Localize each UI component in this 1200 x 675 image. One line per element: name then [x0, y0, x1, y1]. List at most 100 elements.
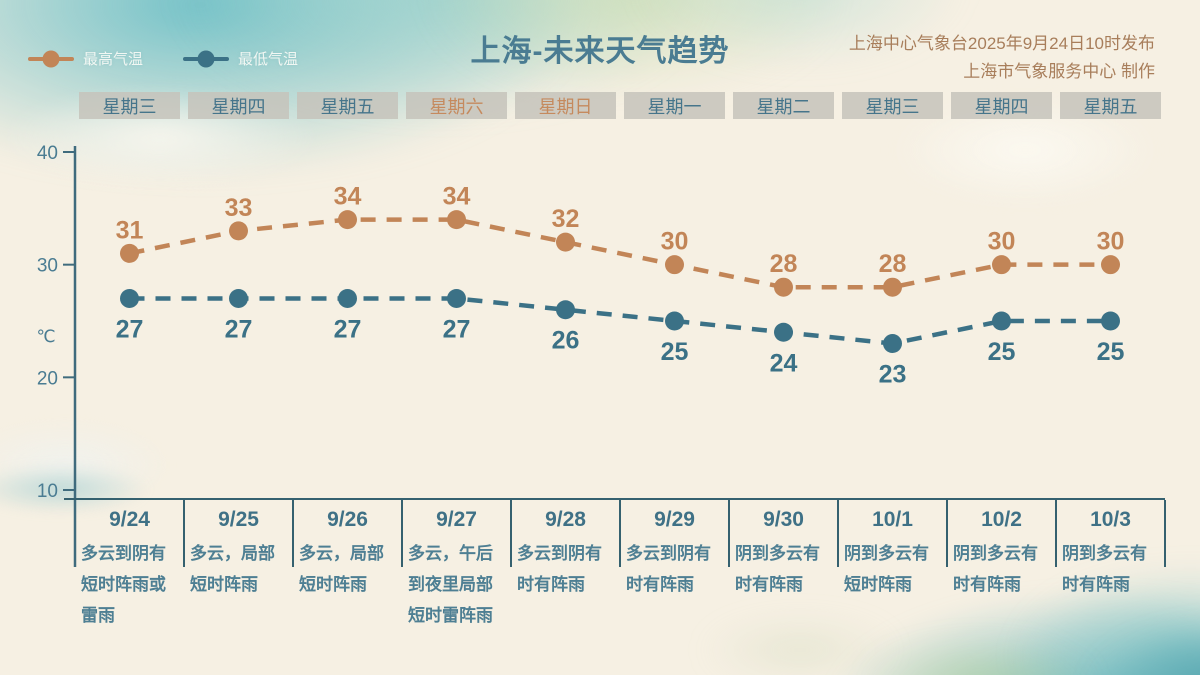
y-axis-tick-label: 40 — [37, 143, 58, 164]
weekday-header-星期三: 星期三 — [79, 92, 180, 119]
y-axis-tick-label: 10 — [37, 481, 58, 502]
data-point-value-label: 26 — [552, 327, 580, 355]
data-point-value-label: 30 — [1097, 228, 1125, 256]
forecast-text-line: 阴到多云有 — [953, 544, 1038, 563]
date-label: 9/27 — [436, 508, 477, 531]
forecast-text-line: 多云，局部 — [190, 544, 275, 563]
data-point-value-label: 28 — [770, 250, 798, 278]
data-point-value-label: 25 — [988, 338, 1016, 366]
data-point-marker — [120, 288, 139, 308]
day-column-10/1: 10/1 阴到多云有短时阵雨 — [839, 500, 946, 672]
forecast-text-line: 阴到多云有 — [735, 544, 820, 563]
weekday-header-星期五: 星期五 — [1060, 92, 1161, 119]
date-label: 9/25 — [218, 508, 259, 531]
date-label: 9/29 — [654, 508, 695, 531]
forecast-text-line: 多云到阴有 — [81, 544, 166, 563]
publisher-producer-line: 上海市气象服务中心 制作 — [963, 62, 1155, 81]
data-point-marker — [774, 322, 793, 342]
forecast-text-line: 短时阵雨 — [299, 575, 367, 594]
forecast-text-line: 多云，午后 — [408, 544, 493, 563]
day-column-9/25: 9/25 多云，局部短时阵雨 — [185, 500, 292, 672]
forecast-text-line: 时有阵雨 — [953, 575, 1021, 594]
low-temp-line-icon — [183, 50, 230, 67]
page-title: 上海-未来天气趋势 — [470, 35, 730, 68]
data-point-marker — [447, 288, 466, 308]
weekday-header-星期四: 星期四 — [951, 92, 1052, 119]
legend-label-high-temp: 最高气温 — [83, 51, 144, 68]
data-point-value-label: 24 — [770, 349, 798, 377]
forecast-text-line: 多云到阴有 — [626, 544, 711, 563]
trend-line — [129, 296, 1111, 346]
weekday-header-星期二: 星期二 — [733, 92, 834, 119]
data-point-value-label: 25 — [661, 338, 689, 366]
forecast-text-line: 时有阵雨 — [1062, 575, 1130, 594]
trend-line — [129, 217, 1111, 290]
legend-item-high-temp: 最高气温 — [28, 48, 143, 69]
weekday-header-星期六: 星期六 — [406, 92, 507, 119]
data-point-marker — [556, 300, 575, 320]
data-point-marker — [883, 277, 902, 297]
forecast-table-grid — [64, 498, 1166, 567]
y-axis-tick-label: 20 — [37, 368, 58, 389]
date-label: 9/30 — [763, 508, 804, 531]
data-point-marker — [229, 221, 248, 241]
data-point-marker — [556, 232, 575, 252]
data-point-value-label: 23 — [879, 361, 907, 389]
data-point-value-label: 27 — [334, 315, 362, 343]
series-high-temp: 31 33 34 34 32 30 28 28 30 30 — [116, 183, 1125, 297]
data-point-value-label: 31 — [116, 216, 144, 244]
high-temp-dot-icon — [42, 50, 60, 67]
date-label: 9/24 — [109, 508, 150, 531]
publisher-release-line: 上海中心气象台2025年9月24日10时发布 — [848, 34, 1155, 53]
data-point-value-label: 33 — [225, 194, 253, 222]
date-label: 10/1 — [872, 508, 913, 531]
weekday-header-星期日: 星期日 — [515, 92, 616, 119]
date-label: 10/3 — [1090, 508, 1131, 531]
weekday-header-星期三: 星期三 — [842, 92, 943, 119]
date-label: 9/26 — [327, 508, 368, 531]
day-column-9/27: 9/27 多云，午后 到夜里局部 短时雷阵雨 — [403, 500, 510, 672]
weekday-header-星期一: 星期一 — [624, 92, 725, 119]
data-point-marker — [447, 210, 466, 230]
day-column-9/29: 9/29 多云到阴有时有阵雨 — [621, 500, 728, 672]
data-point-value-label: 34 — [334, 183, 362, 211]
data-point-value-label: 27 — [116, 315, 144, 343]
data-point-marker — [229, 288, 248, 308]
data-point-marker — [992, 311, 1011, 331]
forecast-text-line: 短时阵雨 — [190, 575, 258, 594]
data-point-value-label: 30 — [988, 228, 1016, 256]
forecast-text-line: 时有阵雨 — [626, 575, 694, 594]
data-point-marker — [120, 243, 139, 263]
forecast-text-line: 阴到多云有 — [844, 544, 929, 563]
publisher-info: 上海中心气象台2025年9月24日10时发布 上海市气象服务中心 制作 — [849, 30, 1155, 86]
data-point-marker — [1101, 255, 1120, 275]
data-point-marker — [338, 210, 357, 230]
day-column-10/3: 10/3 阴到多云有时有阵雨 — [1057, 500, 1164, 672]
forecast-text-line: 短时雷阵雨 — [408, 606, 493, 625]
forecast-text-line: 多云，局部 — [299, 544, 384, 563]
y-axis: 40 30 20 10 ℃ — [36, 143, 77, 567]
data-point-marker — [883, 334, 902, 354]
weekday-header-星期四: 星期四 — [188, 92, 289, 119]
data-point-marker — [774, 277, 793, 297]
forecast-text-line: 阴到多云有 — [1062, 544, 1147, 563]
day-column-9/24: 9/24 多云到阴有 短时阵雨或 雷雨 — [76, 500, 183, 672]
series-low-temp: 27 27 27 27 26 25 24 23 25 25 — [116, 288, 1124, 389]
forecast-text-line: 时有阵雨 — [735, 575, 803, 594]
high-temp-line-icon — [28, 50, 74, 67]
data-point-marker — [665, 255, 684, 275]
data-point-value-label: 34 — [443, 183, 471, 211]
data-point-value-label: 27 — [225, 315, 253, 343]
low-temp-dot-icon — [197, 50, 215, 67]
day-column-10/2: 10/2 阴到多云有 时有阵雨 — [948, 500, 1055, 672]
data-point-marker — [665, 311, 684, 331]
forecast-text-line: 短时阵雨 — [844, 575, 912, 594]
chart-legend: 最高气温 最低气温 — [28, 48, 298, 69]
day-column-9/30: 9/30 阴到多云有时有阵雨 — [730, 500, 837, 672]
forecast-text-line: 时有阵雨 — [517, 575, 585, 594]
data-point-value-label: 28 — [879, 250, 907, 278]
day-column-9/28: 9/28 多云到阴有 时有阵雨 — [512, 500, 619, 672]
data-point-value-label: 32 — [552, 205, 580, 233]
